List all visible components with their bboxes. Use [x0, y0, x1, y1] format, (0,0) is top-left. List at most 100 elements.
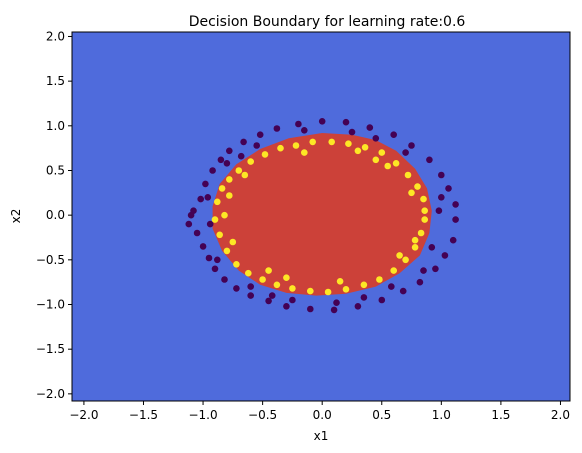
y-tick-label: −1.5	[36, 342, 65, 356]
data-point-class-0	[289, 296, 296, 304]
data-point-class-0	[193, 229, 201, 237]
data-point-class-1	[245, 269, 252, 277]
chart-title: Decision Boundary for learning rate:0.6	[189, 14, 466, 30]
x-tick-label: 0.5	[372, 408, 391, 422]
data-point-class-1	[273, 281, 281, 289]
plot-frame	[71, 31, 571, 402]
x-tick-label: −0.5	[248, 408, 277, 422]
data-point-class-0	[214, 256, 221, 264]
data-point-class-0	[247, 292, 254, 299]
data-point-class-0	[199, 243, 207, 250]
data-point-class-1	[404, 171, 412, 179]
data-point-class-1	[218, 185, 226, 192]
data-point-class-0	[402, 149, 409, 156]
data-point-class-1	[414, 183, 421, 190]
data-point-class-0	[247, 283, 254, 290]
data-point-class-1	[229, 238, 237, 246]
y-tick-label: 1.5	[46, 74, 65, 88]
y-tick-label: −2.0	[36, 387, 65, 401]
y-tick-label: −1.0	[36, 298, 65, 312]
data-point-class-1	[259, 276, 266, 283]
y-tick-label: 1.0	[46, 119, 65, 133]
y-tick-label: −0.5	[36, 253, 65, 267]
x-tick-label: −1.0	[188, 408, 217, 422]
y-tick-label: 2.0	[46, 29, 65, 43]
data-point-class-0	[354, 303, 362, 310]
data-point-class-1	[390, 267, 398, 274]
data-point-class-0	[301, 127, 308, 134]
data-point-class-1	[233, 261, 240, 268]
x-tick-label: 0.0	[313, 408, 332, 422]
data-point-class-1	[324, 288, 332, 296]
data-point-class-1	[345, 140, 352, 147]
scatter-points	[185, 118, 459, 314]
data-point-class-0	[388, 283, 395, 290]
data-point-class-0	[390, 131, 398, 138]
x-axis-ticks: −2.0 −1.5 −1.0 −0.5 0.0 0.5 1.0 1.5 2.0	[69, 401, 570, 422]
data-point-class-1	[289, 285, 296, 292]
data-point-class-1	[420, 195, 427, 203]
data-point-class-0	[449, 236, 457, 244]
data-point-class-1	[392, 160, 400, 167]
data-point-class-1	[421, 207, 429, 214]
data-point-class-1	[214, 198, 221, 206]
data-point-class-1	[265, 267, 272, 274]
data-point-class-0	[205, 254, 213, 262]
x-tick-label: 1.0	[432, 408, 451, 422]
data-point-class-0	[360, 294, 368, 301]
y-tick-label: 0.5	[46, 163, 65, 177]
data-point-class-1	[223, 247, 231, 255]
data-point-class-1	[411, 236, 419, 244]
data-point-class-1	[372, 156, 380, 164]
data-point-class-0	[420, 267, 427, 274]
data-point-class-1	[417, 229, 425, 237]
data-point-class-0	[378, 296, 386, 304]
data-point-class-0	[221, 276, 228, 283]
data-point-class-0	[206, 220, 214, 228]
data-point-class-0	[240, 138, 247, 146]
data-point-class-1	[421, 216, 429, 223]
data-point-class-1	[309, 138, 317, 146]
data-point-class-0	[399, 287, 407, 295]
data-point-class-0	[223, 160, 231, 167]
data-point-class-1	[211, 216, 219, 223]
data-point-class-0	[233, 285, 240, 292]
data-point-class-1	[277, 144, 284, 152]
data-point-class-1	[226, 192, 233, 199]
data-point-class-0	[256, 131, 264, 138]
data-point-class-0	[185, 220, 193, 228]
data-point-class-0	[202, 180, 209, 188]
x-tick-label: 1.5	[491, 408, 510, 422]
data-point-class-0	[438, 194, 445, 201]
data-point-class-0	[283, 303, 290, 310]
data-point-class-0	[445, 185, 452, 192]
data-point-class-0	[265, 297, 272, 305]
data-point-class-0	[452, 201, 459, 208]
x-tick-label: −1.5	[129, 408, 158, 422]
data-point-class-0	[318, 118, 326, 125]
y-tick-label: 0.0	[46, 208, 65, 222]
data-point-class-1	[336, 278, 344, 285]
data-point-class-1	[235, 167, 243, 174]
plot-area	[71, 31, 571, 402]
data-point-class-0	[273, 125, 281, 132]
data-point-class-1	[226, 176, 233, 183]
data-point-class-1	[283, 274, 290, 282]
data-point-class-0	[408, 142, 415, 149]
x-tick-label: −2.0	[69, 408, 98, 422]
data-point-class-0	[372, 135, 380, 142]
data-point-class-1	[328, 138, 336, 146]
data-point-class-0	[428, 244, 436, 251]
data-point-class-0	[209, 167, 216, 174]
data-point-class-1	[411, 244, 419, 251]
data-point-class-0	[253, 142, 260, 149]
y-axis-label: x2	[9, 209, 23, 224]
data-point-class-0	[268, 292, 276, 299]
data-point-class-1	[396, 252, 403, 259]
data-point-class-0	[187, 211, 195, 219]
y-axis-ticks: −2.0 −1.5 −1.0 −0.5 0.0 0.5 1.0 1.5 2.0	[36, 29, 72, 401]
data-point-class-0	[435, 207, 443, 214]
data-point-class-0	[342, 118, 350, 126]
data-point-class-0	[416, 278, 424, 286]
data-point-class-1	[354, 147, 362, 155]
